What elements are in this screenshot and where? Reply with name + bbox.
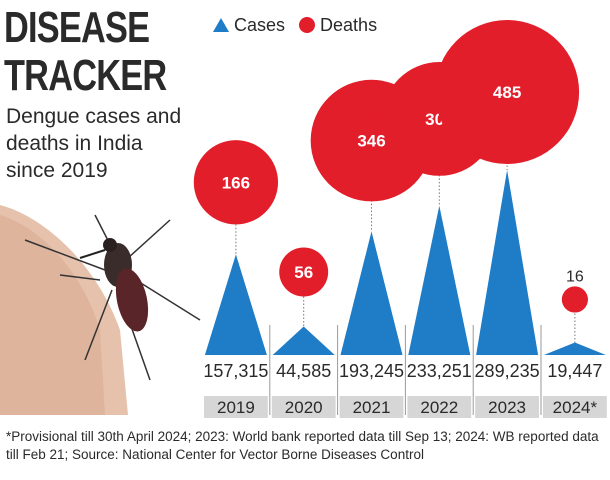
legend: Cases Deaths — [213, 10, 391, 40]
year-panels — [204, 325, 607, 418]
chart-subtitle: Dengue cases and deaths in India since 2… — [6, 105, 182, 182]
chart: 2019 157,315 166 2020 44,585 56 2021 193,245 346… — [0, 20, 607, 418]
chart-marks: 2019 157,315 166 2020 44,585 56 2021 193,245 346… — [193, 20, 606, 417]
year-bar — [339, 396, 404, 418]
title-line-1: DISEASE — [4, 3, 150, 52]
cases-label: 157,315 — [203, 361, 268, 381]
mosquito-illustration — [0, 205, 201, 415]
year-label: 2020 — [285, 398, 323, 417]
cases-triangle — [272, 326, 335, 355]
deaths-label: 56 — [294, 263, 313, 282]
legend-label-cases: Cases — [234, 14, 286, 35]
cases-label: 233,251 — [407, 361, 472, 381]
cases-label: 19,447 — [547, 361, 602, 381]
year-label: 2022 — [420, 398, 458, 417]
year-bar — [475, 396, 539, 418]
cases-label: 44,585 — [276, 361, 331, 381]
cases-label: 193,245 — [339, 361, 404, 381]
legend-item-cases: Cases — [213, 15, 285, 36]
source-footnote: *Provisional till 30th April 2024; 2023:… — [6, 429, 599, 462]
deaths-bubble — [561, 286, 588, 313]
year-bar — [543, 396, 607, 418]
deaths-label: 166 — [222, 173, 250, 192]
year-bar — [204, 396, 268, 418]
triangle-icon — [213, 18, 229, 32]
cases-triangle — [340, 231, 403, 355]
cases-triangle — [476, 170, 539, 355]
year-label: 2019 — [217, 398, 255, 417]
deaths-bubble — [435, 20, 580, 164]
deaths-bubble — [279, 247, 329, 297]
title-line-2: TRACKER — [4, 51, 167, 100]
deaths-label: 485 — [493, 83, 521, 102]
year-label: 2021 — [353, 398, 391, 417]
page-title: DISEASE TRACKER — [4, 3, 167, 100]
deaths-bubble — [193, 140, 279, 225]
deaths-label: 346 — [357, 132, 385, 151]
cases-triangle — [204, 254, 267, 355]
year-bar — [407, 396, 472, 418]
cases-triangle — [543, 342, 606, 355]
year-bar — [271, 396, 336, 418]
year-label: 2024* — [553, 398, 598, 417]
circle-icon — [299, 17, 316, 33]
cases-triangle — [408, 205, 471, 355]
legend-item-deaths: Deaths — [299, 15, 377, 36]
year-label: 2023 — [488, 398, 526, 417]
deaths-label: 16 — [566, 268, 584, 285]
legend-label-deaths: Deaths — [320, 14, 378, 35]
cases-label: 289,235 — [475, 361, 540, 381]
